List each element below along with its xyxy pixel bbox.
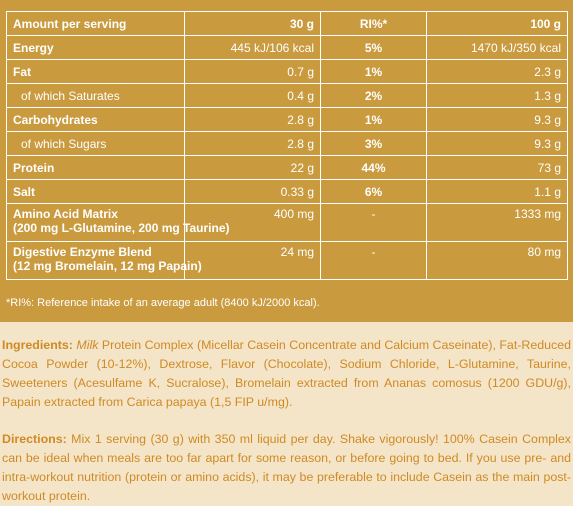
table-row: Protein 22 g 44% 73 g	[6, 155, 568, 180]
table-row: Carbohydrates 2.8 g 1% 9.3 g	[6, 107, 568, 132]
row-per100: 1.1 g	[426, 179, 568, 204]
table-row: of which Saturates 0.4 g 2% 1.3 g	[6, 83, 568, 108]
row-name: Salt	[6, 179, 185, 204]
header-per100: 100 g	[426, 11, 568, 36]
table-row: Fat 0.7 g 1% 2.3 g	[6, 59, 568, 84]
row-name: of which Sugars	[6, 131, 185, 156]
row-name: Amino Acid Matrix (200 mg L-Glutamine, 20…	[6, 203, 230, 242]
row-name-line2: (12 mg Bromelain, 12 mg Papain)	[13, 259, 202, 273]
table-row: Amino Acid Matrix (200 mg L-Glutamine, 20…	[6, 203, 568, 242]
row-serving: 2.8 g	[184, 131, 321, 156]
row-ri: 2%	[320, 83, 427, 108]
row-name: Energy	[6, 35, 185, 60]
row-per100: 80 mg	[426, 241, 568, 280]
table-row: Salt 0.33 g 6% 1.1 g	[6, 179, 568, 204]
header-label: Amount per serving	[6, 11, 185, 36]
header-serving: 30 g	[184, 11, 321, 36]
table-row: of which Sugars 2.8 g 3% 9.3 g	[6, 131, 568, 156]
ingredients-body: Protein Complex (Micellar Casein Concent…	[2, 338, 571, 409]
nutrition-table: Amount per serving 30 g RI%* 100 g Energ…	[6, 11, 568, 280]
row-serving: 445 kJ/106 kcal	[184, 35, 321, 60]
row-ri: -	[320, 241, 427, 280]
directions-body: Mix 1 serving (30 g) with 350 ml liquid …	[2, 432, 571, 503]
row-ri: 6%	[320, 179, 427, 204]
row-ri: 5%	[320, 35, 427, 60]
row-per100: 1333 mg	[426, 203, 568, 242]
directions-label: Directions:	[2, 432, 67, 446]
row-name-line1: Amino Acid Matrix	[13, 207, 118, 221]
ingredients-text: Ingredients: Milk Protein Complex (Micel…	[2, 336, 571, 412]
row-per100: 9.3 g	[426, 131, 568, 156]
row-name-line1: Digestive Enzyme Blend	[13, 245, 152, 259]
row-per100: 1.3 g	[426, 83, 568, 108]
row-serving: 0.7 g	[184, 59, 321, 84]
table-row: Energy 445 kJ/106 kcal 5% 1470 kJ/350 kc…	[6, 35, 568, 60]
row-ri: 1%	[320, 59, 427, 84]
nutrition-panel: Amount per serving 30 g RI%* 100 g Energ…	[0, 0, 573, 322]
ingredients-label: Ingredients:	[2, 338, 73, 352]
header-ri: RI%*	[320, 11, 427, 36]
table-header-row: Amount per serving 30 g RI%* 100 g	[6, 11, 568, 36]
row-per100: 1470 kJ/350 kcal	[426, 35, 568, 60]
row-name: Carbohydrates	[6, 107, 185, 132]
row-per100: 73 g	[426, 155, 568, 180]
row-ri: -	[320, 203, 427, 242]
row-serving: 22 g	[184, 155, 321, 180]
row-serving: 2.8 g	[184, 107, 321, 132]
directions-text: Directions: Mix 1 serving (30 g) with 35…	[2, 430, 571, 506]
row-per100: 9.3 g	[426, 107, 568, 132]
row-per100: 2.3 g	[426, 59, 568, 84]
table-row: Digestive Enzyme Blend (12 mg Bromelain, …	[6, 241, 568, 280]
row-name-line2: (200 mg L-Glutamine, 200 mg Taurine)	[13, 221, 230, 235]
row-name: Digestive Enzyme Blend (12 mg Bromelain, …	[6, 241, 202, 280]
row-serving: 0.4 g	[184, 83, 321, 108]
row-ri: 44%	[320, 155, 427, 180]
row-serving: 0.33 g	[184, 179, 321, 204]
row-ri: 3%	[320, 131, 427, 156]
row-serving: 400 mg	[184, 203, 321, 242]
row-ri: 1%	[320, 107, 427, 132]
row-name: of which Saturates	[6, 83, 185, 108]
row-name: Protein	[6, 155, 185, 180]
ingredients-milk: Milk	[76, 338, 99, 352]
row-serving: 24 mg	[184, 241, 321, 280]
row-name: Fat	[6, 59, 185, 84]
ri-footnote: *RI%: Reference intake of an average adu…	[6, 297, 320, 309]
